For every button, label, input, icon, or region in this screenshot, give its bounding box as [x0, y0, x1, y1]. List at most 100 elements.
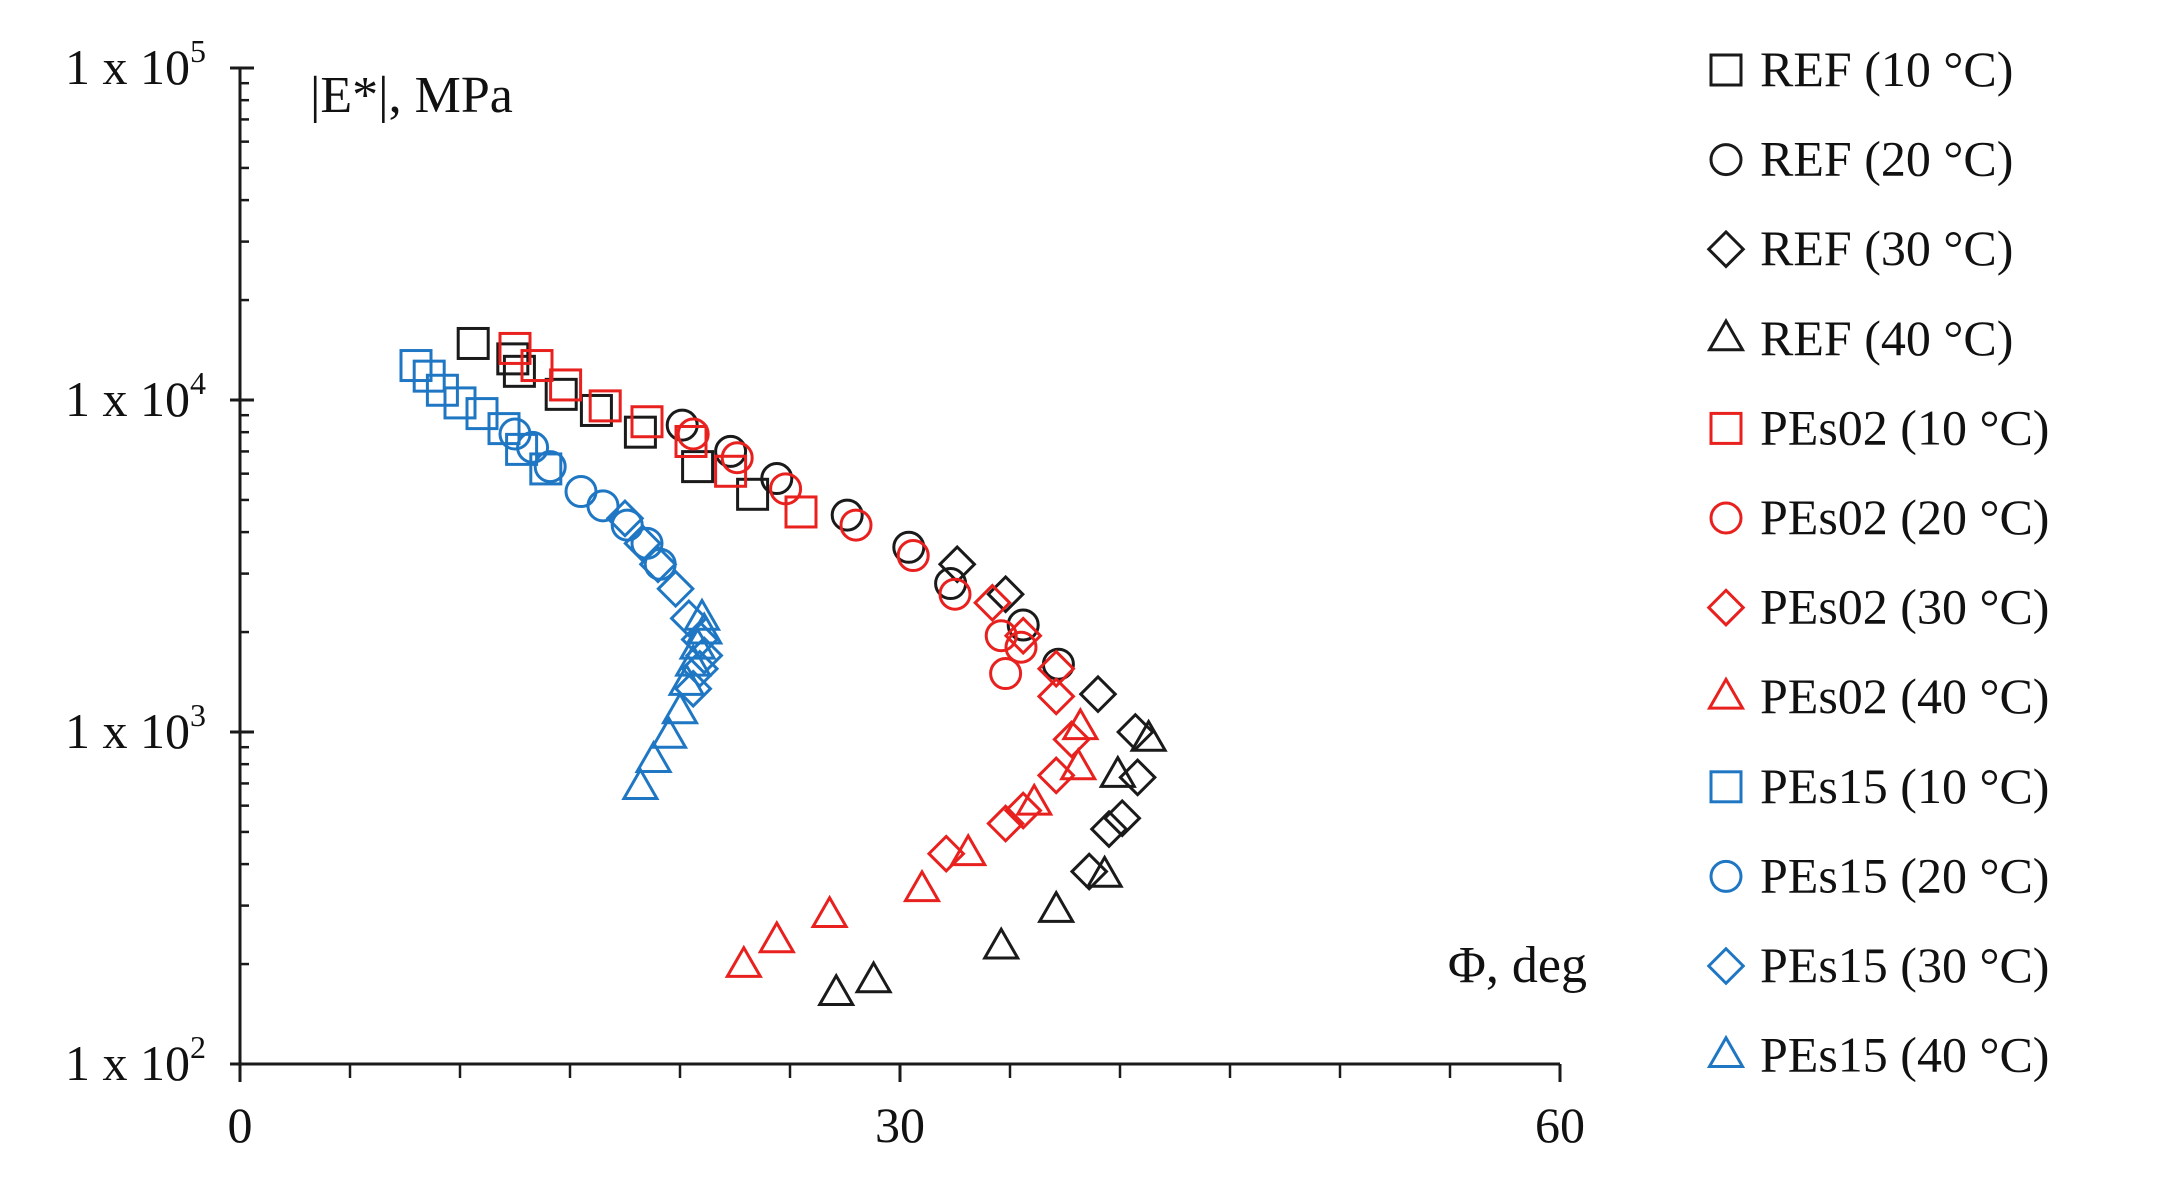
data-point — [938, 577, 972, 611]
data-point — [549, 368, 583, 402]
legend-label: PEs15 (10 °C) — [1760, 758, 2049, 814]
legend-label: PEs15 (20 °C) — [1760, 847, 2049, 903]
data-point — [1036, 677, 1076, 716]
data-point — [896, 539, 930, 573]
legend-label: REF (30 °C) — [1760, 220, 2013, 276]
series-group — [665, 408, 1075, 681]
data-point — [1037, 889, 1076, 923]
data-point — [605, 499, 645, 538]
data-point — [760, 462, 794, 496]
legend-marker — [1706, 588, 1746, 627]
legend-marker — [1709, 143, 1743, 177]
series-group — [937, 544, 1157, 891]
series-group — [817, 718, 1168, 1006]
legend-marker — [1706, 229, 1746, 269]
data-point — [1052, 720, 1091, 759]
data-point — [634, 739, 673, 774]
data-point — [669, 598, 709, 638]
data-point — [588, 389, 622, 423]
legend-marker — [1709, 859, 1743, 893]
data-point — [502, 354, 536, 388]
data-point — [926, 834, 966, 874]
data-point — [660, 691, 700, 725]
legend-marker — [1709, 501, 1743, 535]
data-point — [714, 434, 748, 468]
legend-label: PEs02 (40 °C) — [1760, 668, 2049, 724]
data-point — [769, 472, 803, 506]
data-point — [830, 498, 864, 532]
data-point — [498, 331, 532, 365]
data-point — [656, 569, 695, 609]
data-point — [810, 894, 849, 928]
data-point — [673, 669, 713, 709]
data-point — [984, 619, 1018, 653]
legend-label: PEs15 (30 °C) — [1760, 937, 2049, 993]
data-point — [1006, 608, 1040, 642]
data-point — [544, 377, 578, 411]
series-group — [605, 499, 724, 709]
data-point — [586, 489, 620, 523]
y-tick-label: 1 x 102 — [65, 1029, 206, 1091]
data-point — [1118, 758, 1157, 797]
data-point — [630, 405, 664, 439]
legend-label: REF (20 °C) — [1760, 131, 2013, 187]
legend-label: PEs02 (30 °C) — [1760, 579, 2049, 635]
legend-marker — [1709, 53, 1743, 87]
data-point — [982, 926, 1021, 960]
legend-marker — [1709, 411, 1743, 445]
data-point — [757, 919, 796, 954]
y-tick-label: 1 x 103 — [65, 697, 206, 759]
data-point — [973, 583, 1012, 623]
y-tick-label: 1 x 105 — [65, 33, 206, 95]
x-tick-label: 60 — [1535, 1097, 1585, 1153]
data-point — [496, 342, 530, 376]
data-point — [667, 662, 706, 696]
x-tick-label: 30 — [875, 1097, 925, 1153]
series-group — [676, 417, 1038, 691]
data-point — [989, 657, 1023, 691]
legend-label: PEs02 (10 °C) — [1760, 399, 2049, 455]
data-point — [1059, 747, 1098, 781]
data-point — [724, 944, 763, 978]
data-point — [1036, 649, 1076, 689]
axes — [238, 68, 1560, 1066]
data-point — [1015, 782, 1054, 816]
legend: REF (10 °C) REF (20 °C) REF (30 °C) REF (40… — [1706, 41, 2049, 1083]
data-point — [1078, 674, 1118, 714]
data-point — [1085, 854, 1124, 888]
data-points — [399, 326, 1168, 1006]
data-point — [1061, 706, 1100, 741]
y-tick-label: 1 x 104 — [65, 365, 206, 427]
data-point — [937, 544, 977, 584]
ticks: 0 30 60 1 x 102 1 x 103 1 x 104 1 x 105 — [65, 33, 1585, 1153]
legend-label: PEs02 (20 °C) — [1760, 489, 2049, 545]
series-group — [621, 597, 724, 801]
data-point — [986, 804, 1025, 843]
data-point — [456, 326, 490, 360]
x-axis-title: Φ, deg — [1448, 937, 1587, 994]
series-group — [724, 706, 1100, 978]
data-point — [621, 766, 660, 801]
data-point — [638, 544, 678, 584]
data-point — [676, 417, 710, 451]
data-point — [1102, 798, 1142, 838]
data-point — [1129, 718, 1168, 752]
data-point — [817, 972, 856, 1006]
data-point — [1003, 791, 1043, 830]
data-point — [678, 626, 717, 660]
data-point — [892, 530, 926, 564]
series-group — [399, 349, 563, 486]
data-point — [949, 832, 988, 867]
data-point — [425, 373, 459, 407]
data-point — [720, 441, 754, 475]
legend-label: REF (40 °C) — [1760, 310, 2013, 366]
y-axis-title: |E*|, MPa — [310, 67, 513, 124]
data-point — [736, 477, 770, 511]
data-point — [839, 508, 873, 542]
data-point — [516, 430, 550, 464]
data-point — [1004, 630, 1038, 664]
data-point — [1089, 809, 1129, 849]
data-point — [784, 495, 818, 529]
legend-marker — [1706, 946, 1746, 986]
